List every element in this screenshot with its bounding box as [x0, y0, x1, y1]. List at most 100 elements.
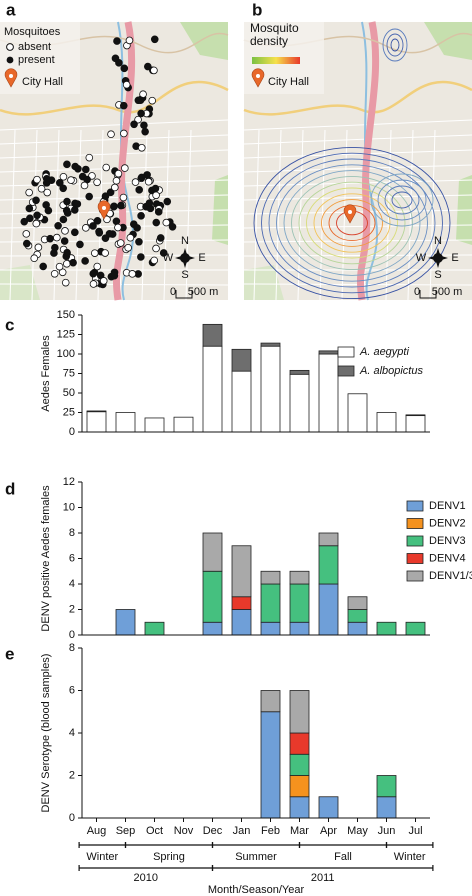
y-tick-label: 2: [69, 769, 75, 781]
compass-label: E: [451, 252, 458, 264]
mosquito-site: [144, 177, 153, 186]
mosquito-site: [151, 184, 160, 193]
street: [243, 119, 472, 131]
bar-segment: [289, 796, 310, 819]
season-label: Spring: [153, 851, 185, 863]
mosquito-site: [89, 222, 97, 230]
legend-swatch: [406, 553, 424, 564]
contour: [291, 175, 413, 271]
mosquito-site: [22, 230, 31, 238]
mosquito-site: [113, 37, 121, 45]
y-tick-label: 25: [63, 406, 75, 418]
legend-label: City Hall: [268, 76, 309, 88]
mosquito-site: [32, 219, 41, 228]
mosquito-site: [53, 233, 61, 242]
bracket: [124, 842, 214, 848]
park: [424, 22, 472, 60]
mosquito-site: [135, 237, 143, 246]
mosquito-site: [121, 164, 129, 172]
mosquito-site: [89, 280, 98, 288]
mosquito-site: [134, 96, 143, 105]
x-tick-label: Aug: [87, 825, 107, 837]
bar-segment: [318, 353, 339, 433]
mosquito-site: [101, 249, 109, 257]
mosquito-site: [85, 153, 94, 162]
contour: [306, 187, 398, 259]
park: [180, 22, 228, 60]
legend-label: DENV1: [429, 500, 466, 512]
scale-label: 500 m: [188, 286, 219, 298]
mosquito-site: [81, 257, 89, 265]
mosquito-site: [39, 262, 47, 271]
mosquito-site: [63, 160, 71, 169]
bracket: [211, 842, 301, 848]
street: [0, 119, 229, 131]
mosquito-site: [60, 237, 69, 245]
legend-label: DENV2: [429, 517, 466, 529]
y-tick-label: 2: [69, 603, 75, 615]
bar-segment: [347, 621, 368, 636]
mosquito-site: [90, 249, 99, 257]
bracket: [385, 842, 434, 848]
season-label: Winter: [86, 851, 118, 863]
bar-segment: [86, 411, 107, 433]
mosquito-site: [141, 127, 149, 136]
mosquito-site: [81, 165, 90, 174]
compass-label: E: [198, 252, 205, 264]
mosquito-site: [85, 192, 93, 201]
compass-label: S: [181, 269, 188, 281]
compass-label: S: [434, 269, 441, 281]
mosquito-site: [71, 228, 79, 237]
street: [407, 129, 414, 301]
bar-segment: [260, 342, 281, 347]
bar-segment: [318, 532, 339, 547]
bar-segment: [318, 350, 339, 355]
legend-swatch: [406, 518, 424, 529]
main-road: [356, 21, 380, 301]
legend-label: A. aegypti: [359, 346, 409, 358]
bar-segment: [405, 415, 426, 433]
y-tick-label: 75: [63, 367, 75, 379]
mosquito-site: [163, 197, 172, 206]
legend-symbol: [6, 56, 14, 64]
bar-segment: [202, 532, 223, 572]
y-tick-label: 125: [57, 328, 75, 340]
legend-label: absent: [18, 41, 51, 53]
compass: [175, 248, 195, 268]
bracket: [78, 865, 214, 871]
street: [75, 129, 82, 301]
bar-segment: [289, 570, 310, 585]
legend-label: present: [18, 54, 55, 66]
contour: [268, 158, 436, 288]
bracket: [298, 842, 388, 848]
bar-segment: [260, 690, 281, 713]
contour: [390, 38, 400, 52]
bar-segment: [231, 545, 252, 598]
map-legend-title: Mosquito density: [250, 21, 299, 48]
bar-segment: [347, 596, 368, 610]
mosquito-site: [125, 36, 134, 45]
contour: [276, 164, 428, 282]
bar-segment: [347, 393, 368, 433]
mosquito-site: [54, 221, 62, 230]
mosquito-site: [37, 184, 46, 193]
mosquito-site: [150, 35, 159, 44]
legend-symbol: [6, 43, 14, 51]
x-tick-label: Jan: [233, 825, 251, 837]
mosquito-site: [50, 269, 59, 278]
bar-segment: [115, 609, 136, 636]
bar-segment: [260, 621, 281, 636]
bar-segment: [260, 711, 281, 819]
bar-segment: [289, 690, 310, 734]
mosquito-site: [50, 249, 58, 257]
y-tick-label: 8: [69, 527, 75, 539]
mosquito-site: [59, 215, 68, 224]
contour: [370, 173, 434, 227]
mosquito-site: [42, 201, 50, 209]
legend-swatch: [406, 500, 424, 512]
y-tick-label: 6: [69, 684, 75, 696]
mosquito-site: [140, 121, 148, 130]
mosquito-site: [107, 130, 115, 139]
street: [243, 134, 472, 145]
